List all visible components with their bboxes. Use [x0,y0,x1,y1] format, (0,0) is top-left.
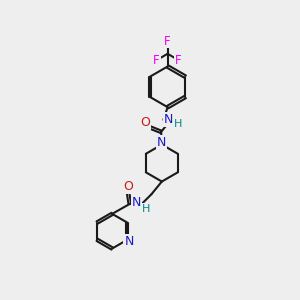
Text: H: H [142,204,150,214]
Text: F: F [164,34,171,48]
Text: N: N [164,113,173,126]
Text: H: H [174,119,182,129]
Text: F: F [153,54,160,67]
Text: N: N [124,235,134,248]
Text: O: O [123,180,133,193]
Text: F: F [175,54,182,67]
Text: N: N [157,136,167,149]
Text: O: O [141,116,151,129]
Text: N: N [132,196,141,209]
